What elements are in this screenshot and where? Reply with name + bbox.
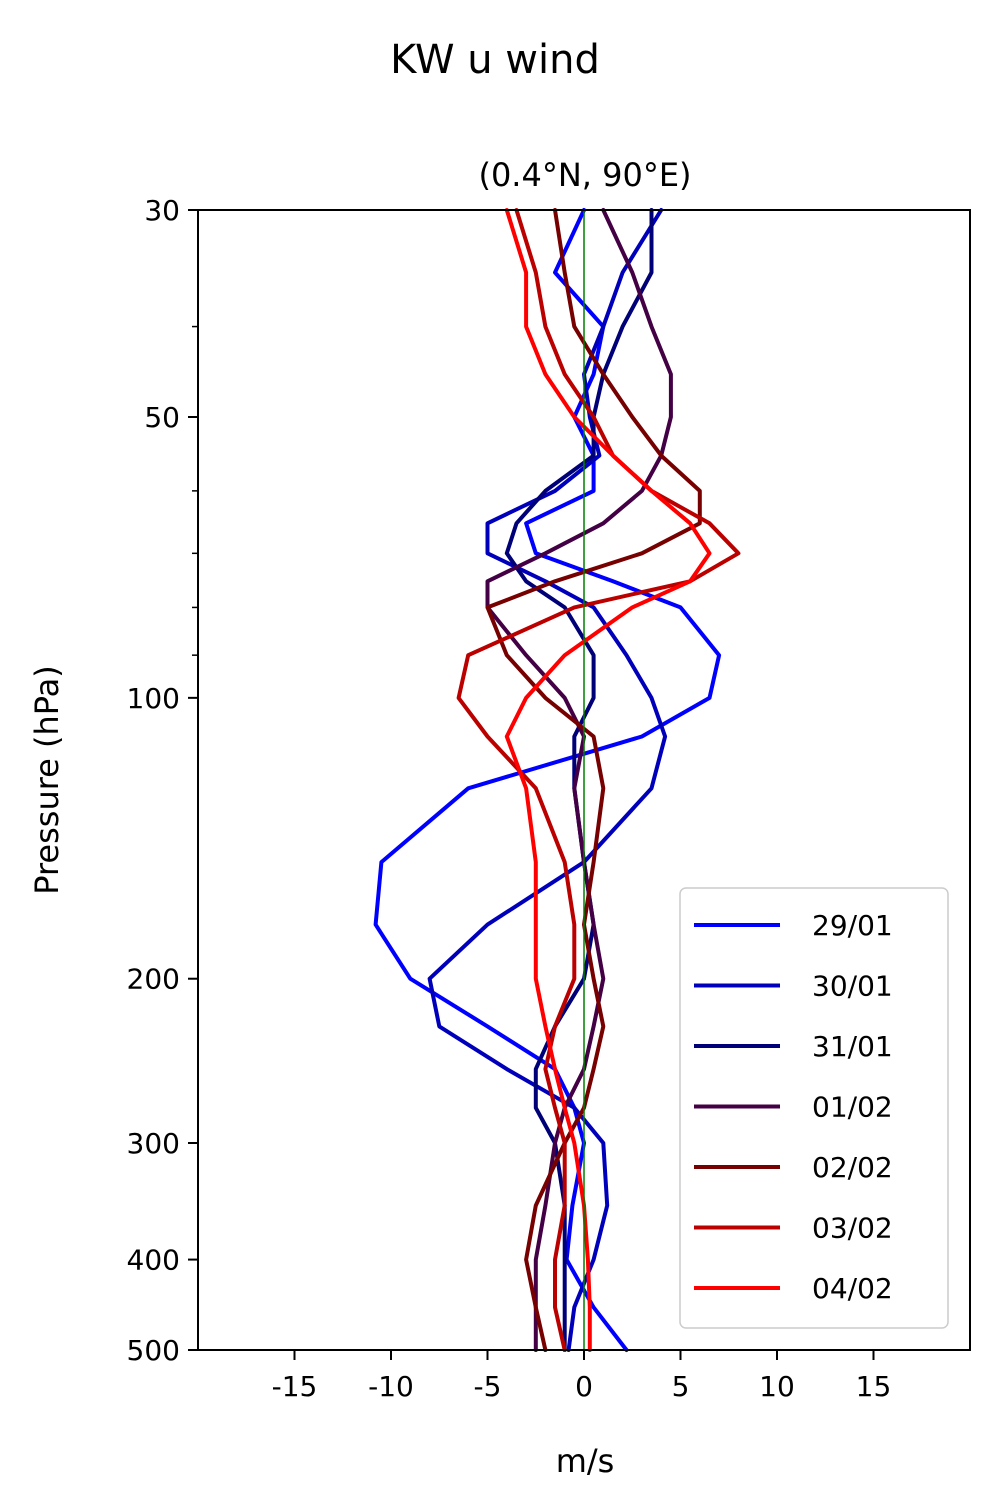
- legend-label-1: 29/01: [812, 909, 893, 942]
- legend-label-7: 04/02: [812, 1272, 893, 1305]
- x-axis-label: m/s: [556, 1442, 615, 1480]
- x-tick-label: -10: [368, 1370, 414, 1403]
- series-line-4: [485, 208, 673, 1352]
- y-tick-label: 200: [127, 963, 180, 996]
- y-tick-label: 500: [127, 1334, 180, 1367]
- legend-label-5: 02/02: [812, 1151, 893, 1184]
- legend-label-2: 30/01: [812, 970, 893, 1003]
- y-tick-label: 100: [127, 682, 180, 715]
- series-line-7: [504, 208, 712, 1352]
- chart-subtitle: (0.4°N, 90°E): [478, 156, 691, 194]
- legend-label-6: 03/02: [812, 1212, 893, 1245]
- x-axis: -15 -10 -5 0 5 10 15: [272, 1350, 892, 1403]
- x-tick-label: 0: [575, 1370, 593, 1403]
- legend-box: [679, 887, 949, 1329]
- x-tick-label: 5: [672, 1370, 690, 1403]
- x-tick-label: 15: [856, 1370, 892, 1403]
- y-tick-label: 30: [144, 194, 180, 227]
- series-line-6: [456, 208, 741, 1352]
- x-tick-label: -5: [474, 1370, 502, 1403]
- y-axis-label: Pressure (hPa): [28, 665, 66, 895]
- legend: 29/01 30/01 31/01 01/02 02/02 03/02 04/02: [679, 887, 949, 1329]
- y-tick-label: 300: [127, 1127, 180, 1160]
- legend-label-4: 01/02: [812, 1091, 893, 1124]
- x-tick-label: 10: [759, 1370, 795, 1403]
- x-tick-label: -15: [272, 1370, 318, 1403]
- legend-label-3: 31/01: [812, 1030, 893, 1063]
- y-tick-label: 400: [127, 1244, 180, 1277]
- series-line-1: [373, 208, 722, 1352]
- y-axis: 30 50 100 200 300 400 500: [127, 194, 198, 1367]
- series-line-2: [427, 208, 668, 1352]
- y-tick-label: 50: [144, 401, 180, 434]
- chart-title: KW u wind: [390, 37, 600, 83]
- series-line-5: [485, 208, 702, 1352]
